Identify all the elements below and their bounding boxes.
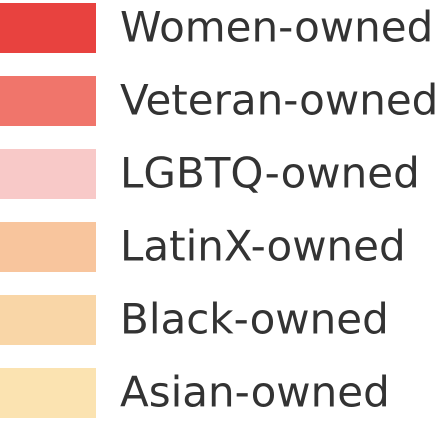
legend-swatch xyxy=(0,76,96,126)
legend-label: LGBTQ-owned xyxy=(120,149,420,198)
legend-swatch xyxy=(0,368,96,418)
legend-label: Asian-owned xyxy=(120,368,390,417)
legend-label: LatinX-owned xyxy=(120,222,406,271)
legend-swatch xyxy=(0,295,96,345)
legend-label: Women-owned xyxy=(120,3,433,52)
legend-label: Veteran-owned xyxy=(120,76,436,125)
legend-swatch xyxy=(0,3,96,53)
legend-swatch xyxy=(0,222,96,272)
legend-label: Black-owned xyxy=(120,295,389,344)
legend-swatch xyxy=(0,149,96,199)
